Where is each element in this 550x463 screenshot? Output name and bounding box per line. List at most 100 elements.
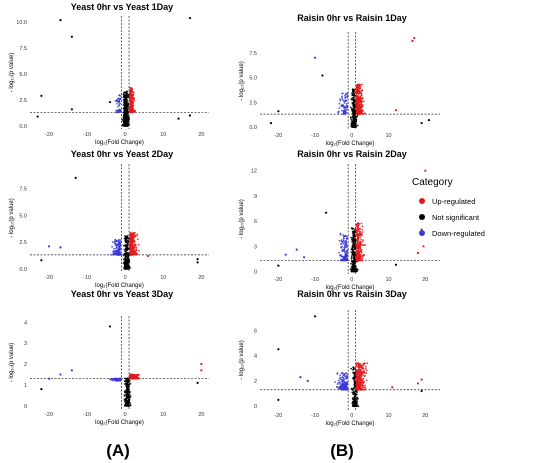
- gene-point-ns: [127, 379, 130, 382]
- gene-point-ns: [354, 367, 356, 370]
- gene-point-ns: [352, 125, 355, 127]
- legend-item-ns: Not significant: [419, 213, 480, 222]
- gene-point-down: [119, 102, 121, 105]
- gene-point-ns: [125, 124, 128, 126]
- gene-point-down: [295, 248, 298, 251]
- gene-point-up: [359, 256, 362, 259]
- gene-point-up: [355, 259, 358, 262]
- gene-point-up: [356, 84, 358, 87]
- gene-point-up: [356, 235, 359, 238]
- gene-point-up: [361, 254, 364, 257]
- gene-point-up: [360, 98, 363, 101]
- gene-point-up: [356, 113, 359, 115]
- x-axis-label: log₂(Fold Change): [326, 141, 375, 147]
- legend-label-ns: Not significant: [432, 213, 480, 222]
- gene-point-ns: [354, 401, 356, 404]
- gene-point-ns: [352, 90, 355, 93]
- gene-point-down: [339, 378, 341, 380]
- gene-point-up: [130, 248, 133, 251]
- gene-point-down: [346, 376, 348, 379]
- gene-point-down: [342, 99, 345, 102]
- x-tick-label: 0: [350, 413, 353, 419]
- gene-point-down: [340, 246, 342, 249]
- gene-point-ns: [354, 113, 356, 115]
- gene-point-ns: [124, 254, 127, 257]
- gene-point-down: [341, 386, 344, 389]
- gene-point-ns: [125, 235, 128, 238]
- gene-point-up: [362, 367, 365, 370]
- gene-point-ns: [357, 405, 360, 407]
- x-tick-label: 20: [422, 277, 428, 283]
- gene-point-down: [339, 233, 342, 236]
- gene-point-down: [343, 375, 346, 378]
- volcano-plot-5: Yeast 0hr vs Yeast 3Day -20 -10 0 10 20 0 1 2 3 4 l…: [9, 289, 209, 426]
- gene-point-down: [339, 376, 341, 379]
- gene-point-ns: [350, 98, 353, 101]
- gene-point-down: [111, 379, 114, 382]
- y-tick-label: 7.5: [19, 187, 27, 193]
- gene-point-up: [361, 89, 363, 92]
- gene-point-down: [342, 380, 345, 382]
- gene-point-down: [110, 378, 113, 380]
- gene-point-up: [200, 362, 203, 366]
- gene-point-down: [337, 382, 340, 384]
- gene-point-up: [359, 236, 362, 239]
- gene-point-ns: [128, 402, 131, 404]
- gene-point-up: [131, 97, 134, 100]
- gene-point-up: [356, 105, 359, 108]
- volcano-plot-6: Raisin 0hr vs Raisin 3Day -20 -10 0 10 20 0 2 4 6…: [239, 289, 440, 427]
- gene-point-up: [360, 251, 363, 254]
- gene-point-ns: [353, 377, 356, 379]
- gene-point-up: [359, 377, 361, 380]
- y-tick-label: 0.0: [249, 125, 257, 131]
- x-tick-label: -10: [83, 275, 91, 281]
- x-tick-label: 20: [422, 413, 428, 419]
- gene-point-up: [129, 110, 131, 112]
- gene-point-up: [363, 388, 366, 391]
- y-axis-label: - log₁₀(p value): [9, 53, 15, 93]
- gene-point-up: [364, 367, 367, 370]
- gene-point-ns: [123, 394, 126, 397]
- gene-point-up: [361, 83, 363, 86]
- gene-point-up: [361, 229, 364, 231]
- gene-point-ns: [349, 106, 352, 109]
- gene-point-up: [130, 91, 133, 94]
- gene-point-down: [338, 251, 340, 254]
- gene-point-up: [130, 377, 133, 380]
- volcano-plot-3: Yeast 0hr vs Yeast 2Day -20 -10 0 10 20 0.0 2.5…: [9, 149, 209, 289]
- x-tick-label: 10: [160, 412, 166, 418]
- gene-point-ns: [124, 256, 127, 259]
- gene-point-ns: [350, 260, 353, 262]
- gene-point-down: [118, 379, 121, 382]
- gene-point-ns: [126, 243, 129, 246]
- gene-point-down: [339, 374, 341, 377]
- gene-point-down: [341, 241, 344, 244]
- gene-point-down: [345, 235, 348, 238]
- gene-point-up: [359, 250, 362, 252]
- gene-point-ns: [351, 391, 354, 394]
- gene-point-ns: [125, 241, 128, 244]
- gene-point-down: [344, 110, 347, 113]
- gene-point-up: [394, 109, 398, 112]
- y-axis-label: - log₁₀(p value): [239, 61, 245, 101]
- gene-point-up: [363, 371, 366, 374]
- volcano-plot-4: Raisin 0hr vs Raisin 2Day -20 -10 0 10 20 0 3 6 9…: [239, 149, 440, 291]
- gene-point-up: [355, 100, 358, 103]
- gene-point-up: [358, 257, 360, 260]
- gene-point-ns: [125, 398, 127, 400]
- gene-point-down: [342, 385, 345, 388]
- x-tick-label: -10: [83, 412, 91, 418]
- gene-point-ns: [124, 103, 126, 106]
- gene-point-ns: [354, 382, 357, 385]
- gene-point-ns: [351, 402, 354, 405]
- gene-point-down: [342, 109, 345, 112]
- gene-point-up: [131, 373, 134, 376]
- gene-point-up: [360, 373, 363, 376]
- y-tick-label: 3: [254, 244, 257, 250]
- gene-point-ns: [355, 390, 358, 392]
- gene-point-up: [358, 89, 361, 91]
- gene-point-ns: [352, 249, 354, 252]
- gene-point-down: [342, 382, 344, 385]
- gene-point-up: [360, 94, 363, 97]
- gene-point-down: [345, 240, 347, 243]
